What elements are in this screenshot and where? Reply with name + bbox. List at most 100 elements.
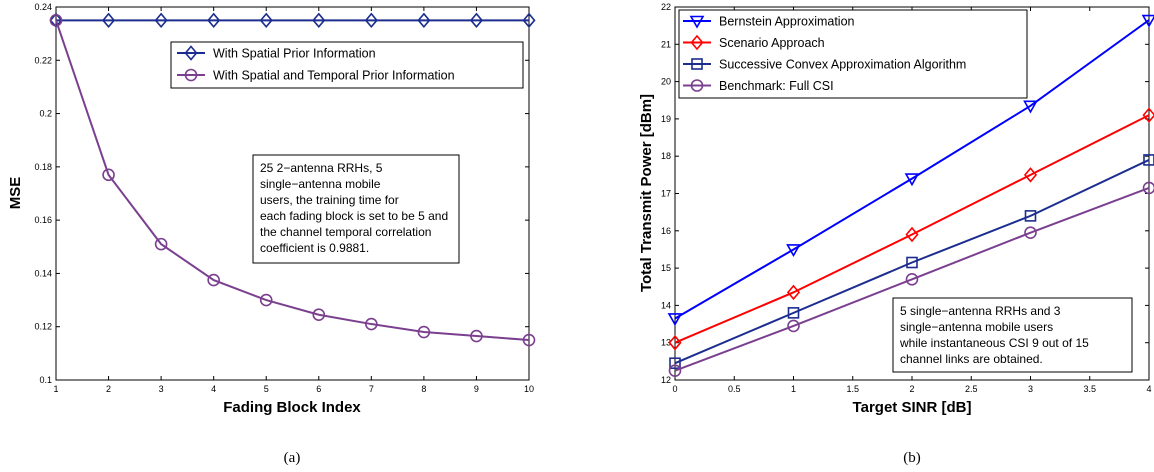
data-point	[1142, 181, 1154, 195]
chart-b-note-box	[892, 297, 1133, 373]
x-tick-label: 1	[791, 384, 796, 394]
chart-b-caption: (b)	[903, 450, 921, 466]
data-point	[207, 273, 220, 287]
chart-a-caption: (a)	[284, 450, 301, 466]
data-point	[786, 244, 801, 258]
y-tick-label: 0.1	[39, 375, 52, 385]
series-line	[674, 114, 1150, 344]
x-tick-label: 1	[53, 384, 58, 394]
x-tick-label: 3.5	[1083, 384, 1096, 394]
data-point	[1142, 107, 1154, 123]
data-point	[417, 325, 431, 339]
x-tick-label: 7	[369, 384, 374, 394]
data-point	[259, 293, 273, 307]
legend-marker	[690, 79, 704, 92]
data-point	[312, 308, 326, 322]
chart-a-xlabel: Fading Block Index	[223, 399, 361, 416]
y-tick-label: 18	[661, 151, 671, 161]
chart-b-note-line: while instantaneous CSI 9 out of 15	[899, 336, 1089, 350]
series-line	[674, 186, 1150, 372]
data-point	[154, 12, 168, 29]
x-tick-label: 2.5	[965, 384, 978, 394]
series-line	[55, 19, 530, 342]
x-tick-label: 4	[211, 384, 216, 394]
data-point	[522, 12, 536, 29]
data-point	[365, 317, 378, 331]
data-point	[1024, 226, 1037, 239]
chart-b-ylabel: Total Transmit Power [dBm]	[638, 94, 655, 292]
data-point	[1143, 154, 1154, 166]
x-tick-label: 3	[159, 384, 164, 394]
x-tick-label: 8	[421, 384, 426, 394]
y-tick-label: 21	[661, 39, 671, 49]
chart-a-note-line: each fading block is set to be 5 and	[260, 209, 448, 223]
y-tick-label: 0.14	[34, 268, 52, 278]
x-tick-label: 1.5	[846, 384, 859, 394]
data-point	[102, 168, 115, 182]
chart-a-series	[49, 12, 536, 347]
y-tick-label: 13	[661, 338, 671, 348]
x-tick-label: 5	[264, 384, 269, 394]
data-point	[522, 333, 536, 347]
data-point	[312, 12, 326, 29]
chart-a-note-line: the channel temporal correlation	[260, 225, 431, 239]
data-point	[668, 334, 682, 351]
data-point	[904, 173, 920, 187]
data-point	[669, 357, 681, 370]
y-tick-label: 14	[661, 300, 671, 310]
x-tick-label: 0	[672, 384, 677, 394]
y-tick-label: 0.22	[34, 55, 52, 65]
data-point	[49, 14, 63, 27]
data-point	[905, 272, 919, 286]
legend-marker	[689, 15, 705, 29]
legend-marker	[184, 68, 198, 82]
data-point	[207, 12, 221, 29]
chart-a-legend-box	[170, 41, 524, 89]
legend-label: Benchmark: Full CSI	[719, 79, 834, 93]
legend-label: With Spatial Prior Information	[213, 47, 376, 61]
data-point	[906, 256, 918, 269]
y-tick-label: 12	[661, 375, 671, 385]
chart-b-note-line: 5 single−antenna RRHs and 3	[900, 304, 1061, 318]
chart-b-xlabel: Target SINR [dB]	[853, 399, 972, 416]
chart-a-ticks: 1 2 3 4 5 6 7 8 9 10 0.1 0.12 0.14 0.16 0.18 0.2 0.22 0.2…	[34, 2, 534, 394]
chart-b-note-line: single−antenna mobile users	[900, 320, 1053, 334]
y-tick-label: 0.16	[34, 215, 52, 225]
y-tick-label: 0.12	[34, 322, 52, 332]
data-point	[668, 364, 682, 377]
data-point	[417, 12, 431, 29]
data-point	[102, 12, 116, 29]
legend-marker	[691, 58, 703, 70]
chart-b-note: 5 single−antenna RRHs and 3 single−anten…	[892, 297, 1133, 373]
chart-a-note-box	[252, 154, 460, 264]
data-point	[470, 329, 483, 343]
chart-b-legend: Bernstein Approximation Scenario Approach…	[678, 9, 1028, 99]
data-point	[1024, 210, 1037, 222]
y-tick-label: 15	[661, 263, 671, 273]
legend-marker	[690, 34, 704, 51]
x-tick-label: 4	[1146, 384, 1151, 394]
data-point	[1023, 100, 1038, 114]
chart-a-note-line: 25 2−antenna RRHs, 5	[260, 161, 383, 175]
chart-b-series	[667, 14, 1154, 377]
x-tick-label: 10	[524, 384, 534, 394]
chart-a-legend: With Spatial Prior Information With Spati…	[170, 41, 524, 89]
data-point	[667, 313, 683, 327]
chart-b: 0 0.5 1 1.5 2 2.5 3 3.5 41213141516171819202122 …	[638, 2, 1154, 466]
data-point	[787, 307, 800, 319]
chart-a-note-line: users, the training time for	[260, 193, 399, 207]
x-tick-label: 6	[316, 384, 321, 394]
data-point	[259, 12, 273, 29]
legend-label: With Spatial and Temporal Prior Informat…	[213, 69, 455, 83]
x-tick-label: 9	[474, 384, 479, 394]
data-point	[364, 12, 378, 29]
series-line	[674, 159, 1150, 365]
legend-label: Scenario Approach	[719, 36, 825, 50]
chart-a-note-line: single−antenna mobile	[260, 177, 381, 191]
x-tick-label: 2	[106, 384, 111, 394]
data-point	[49, 12, 63, 29]
data-point	[1141, 14, 1154, 28]
y-tick-label: 0.2	[39, 109, 52, 119]
x-tick-label: 2	[909, 384, 914, 394]
